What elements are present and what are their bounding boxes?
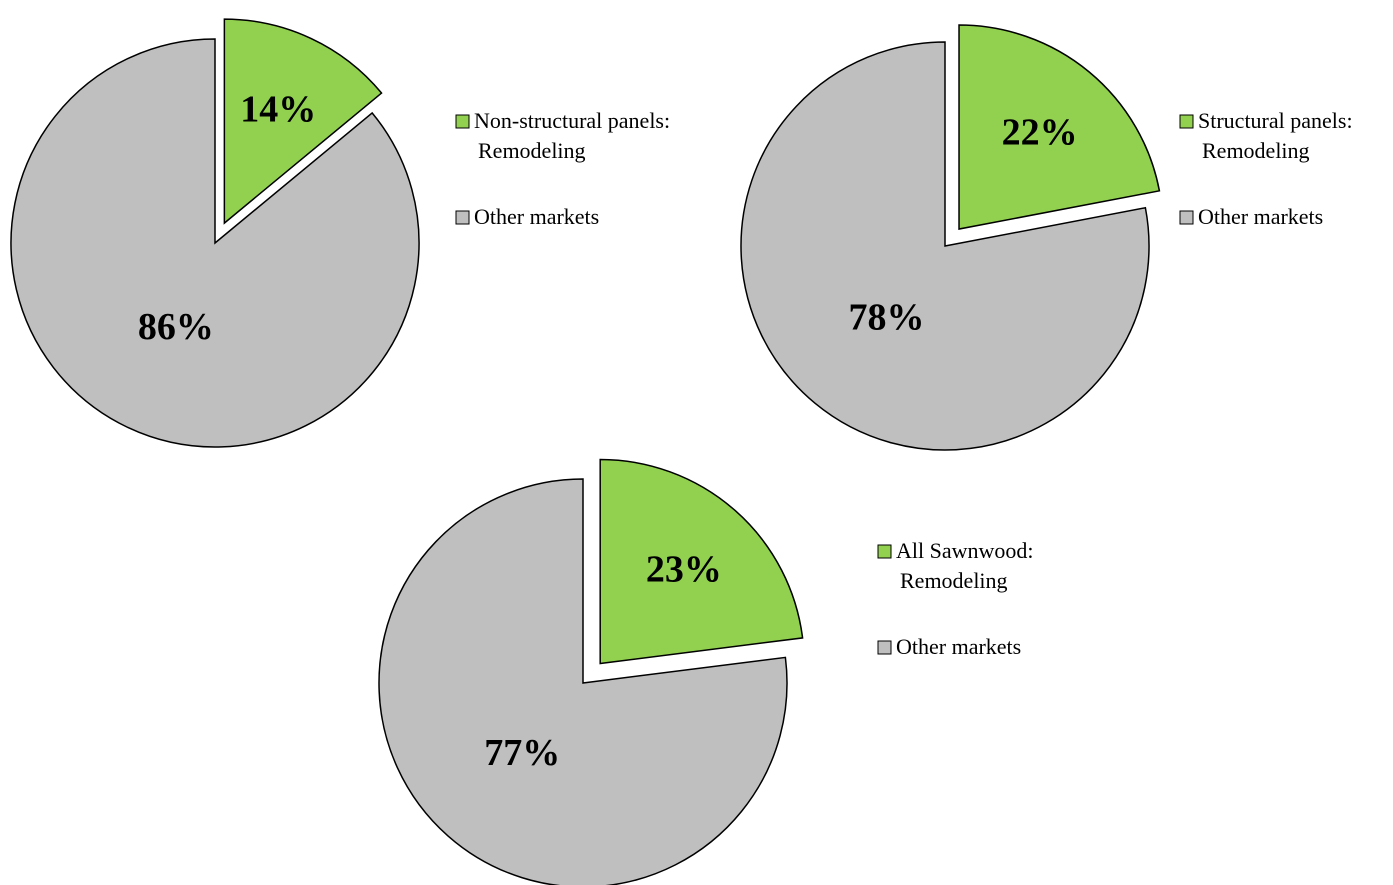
- legend: All Sawnwood: Remodeling Other markets: [877, 538, 1034, 659]
- pie-slice-other-markets: [378, 478, 788, 885]
- pie-slice-non-structural-remodeling: [223, 18, 383, 225]
- legend-swatch-sawnwood-remodeling: [877, 544, 892, 559]
- legend-label-structural-line2: Remodeling: [1202, 138, 1310, 163]
- legend-label-structural-line1: Structural panels:: [1198, 108, 1353, 133]
- pie-chart-sawnwood: 23% 77% All Sawnwood: Remodeling Other m…: [378, 458, 1034, 885]
- legend-label-sawnwood-line2: Remodeling: [900, 568, 1008, 593]
- data-label-other-markets: 78%: [848, 297, 924, 339]
- legend-label-other-markets: Other markets: [1198, 204, 1323, 229]
- data-label-non-structural-remodeling: 14%: [240, 89, 316, 131]
- legend-label-sawnwood-line1: All Sawnwood:: [896, 538, 1034, 563]
- legend-label-non-structural-line1: Non-structural panels:: [474, 108, 670, 133]
- legend-swatch-non-structural-remodeling: [455, 114, 470, 129]
- data-label-other-markets: 77%: [484, 732, 560, 774]
- legend-label-other-markets: Other markets: [896, 634, 1021, 659]
- legend: Structural panels: Remodeling Other mark…: [1179, 108, 1353, 229]
- legend-swatch-other-markets: [1179, 210, 1194, 225]
- legend-label-other-markets: Other markets: [474, 204, 599, 229]
- data-label-structural-remodeling: 22%: [1002, 112, 1078, 154]
- pie-slice-other-markets: [10, 38, 420, 448]
- pie-chart-structural: 22% 78% Structural panels: Remodeling Ot…: [740, 24, 1353, 451]
- data-label-sawnwood-remodeling: 23%: [646, 549, 722, 591]
- legend-label-non-structural-line2: Remodeling: [478, 138, 586, 163]
- legend-swatch-other-markets: [455, 210, 470, 225]
- legend-swatch-other-markets: [877, 640, 892, 655]
- legend: Non-structural panels: Remodeling Other …: [455, 108, 670, 229]
- pie-chart-non-structural: 14% 86% Non-structural panels: Remodelin…: [10, 18, 670, 448]
- data-label-other-markets: 86%: [138, 306, 214, 348]
- legend-swatch-structural-remodeling: [1179, 114, 1194, 129]
- pie-slice-sawnwood-remodeling: [599, 458, 804, 665]
- pie-slice-structural-remodeling: [958, 24, 1161, 230]
- pie-slice-other-markets: [740, 41, 1150, 451]
